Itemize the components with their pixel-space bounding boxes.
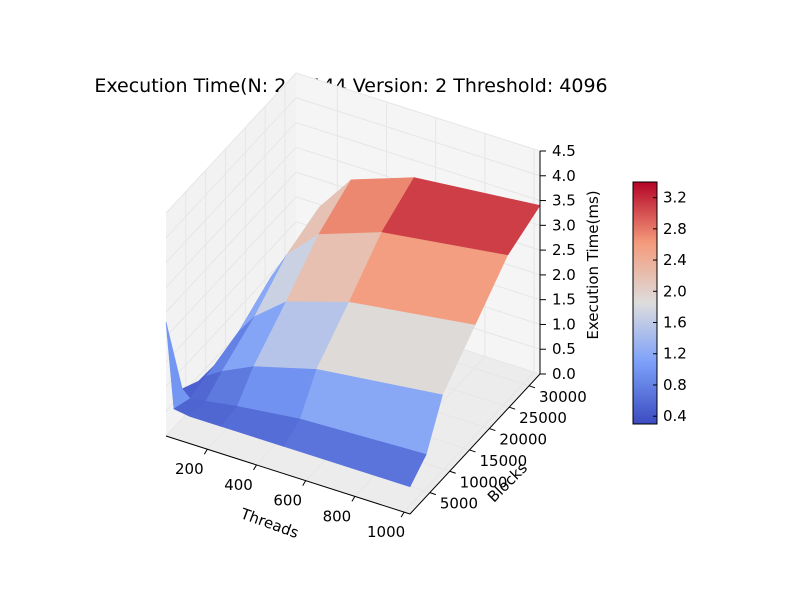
x-axis-label: Threads: [237, 504, 301, 542]
z-tick-label: 4.0: [552, 167, 576, 185]
z-tick-label: 2.0: [552, 266, 576, 284]
colorbar: [632, 181, 658, 425]
x-tick: [302, 480, 307, 486]
z-tick-label: 0.5: [552, 340, 576, 358]
grid-line: [403, 371, 535, 513]
z-tick-label: 2.5: [552, 241, 576, 259]
colorbar-tick-label: 0.4: [663, 407, 687, 425]
y-tick: [449, 470, 456, 474]
surface-patch: [283, 418, 427, 488]
chart-title: Execution Time(N: 262144 Version: 2 Thre…: [94, 75, 607, 97]
y-axis-line: [409, 373, 541, 515]
colorbar-ticks: 0.4 0.8 1.2 1.6 2.0 2.4 2.8 3.2: [653, 189, 687, 425]
grid-line: [165, 171, 297, 313]
colorbar-tick-label: 2.0: [663, 282, 687, 300]
grid-line: [295, 122, 541, 202]
surface-mesh: [165, 177, 541, 488]
z-axis-label: Execution Time(ms): [584, 190, 602, 339]
z-tick-label: 1.0: [552, 315, 576, 333]
y-tick: [489, 428, 496, 432]
grid-line: [165, 122, 297, 263]
z-tick-label: 3.5: [552, 192, 576, 210]
grid-line: [165, 196, 297, 338]
x-tick: [400, 511, 405, 518]
grid-line: [165, 246, 297, 387]
y-tick-label: 25000: [519, 409, 567, 427]
grid-line: [295, 97, 541, 177]
x-axis-line: [165, 435, 411, 515]
x-tick-label: 800: [323, 507, 352, 525]
grid-line: [165, 72, 297, 214]
y-tick: [509, 406, 516, 410]
y-tick-label: 30000: [539, 388, 587, 406]
y-tick: [528, 385, 536, 389]
z-tick-label: 3.0: [552, 216, 576, 234]
z-tick-label: 4.5: [552, 142, 576, 160]
y-tick: [429, 492, 436, 496]
x-tick: [203, 448, 208, 455]
x-tick-label: 1000: [367, 523, 405, 541]
pane-left: [166, 73, 296, 436]
y-tick-label: 20000: [499, 431, 547, 449]
grid-line: [165, 221, 297, 363]
y-tick-label: 10000: [460, 473, 508, 491]
axis-ticks: 200 400 600 800 1000 5000 10000 15000 20000 25000…: [175, 142, 587, 541]
colorbar-tick-label: 1.2: [663, 345, 687, 363]
y-tick-label: 5000: [440, 495, 478, 513]
colorbar-tick-label: 1.6: [663, 314, 687, 332]
y-tick: [469, 449, 476, 453]
z-tick-label: 0.0: [552, 365, 576, 383]
colorbar-tick-label: 0.8: [663, 376, 687, 394]
colorbar-tick-label: 2.8: [663, 220, 687, 238]
colorbar-tick-label: 3.2: [663, 189, 687, 207]
x-tick-label: 600: [273, 492, 302, 510]
x-tick-label: 400: [224, 476, 253, 494]
axis-lines: [165, 151, 541, 515]
grid-line: [165, 146, 297, 288]
z-tick-label: 1.5: [552, 291, 576, 309]
y-tick-label: 15000: [480, 452, 528, 470]
grid-line: [165, 97, 297, 239]
colorbar-tick-label: 2.4: [663, 251, 687, 269]
x-tick: [351, 496, 356, 502]
grid-line: [295, 72, 541, 152]
x-tick: [253, 464, 257, 471]
x-tick-label: 200: [175, 460, 204, 478]
